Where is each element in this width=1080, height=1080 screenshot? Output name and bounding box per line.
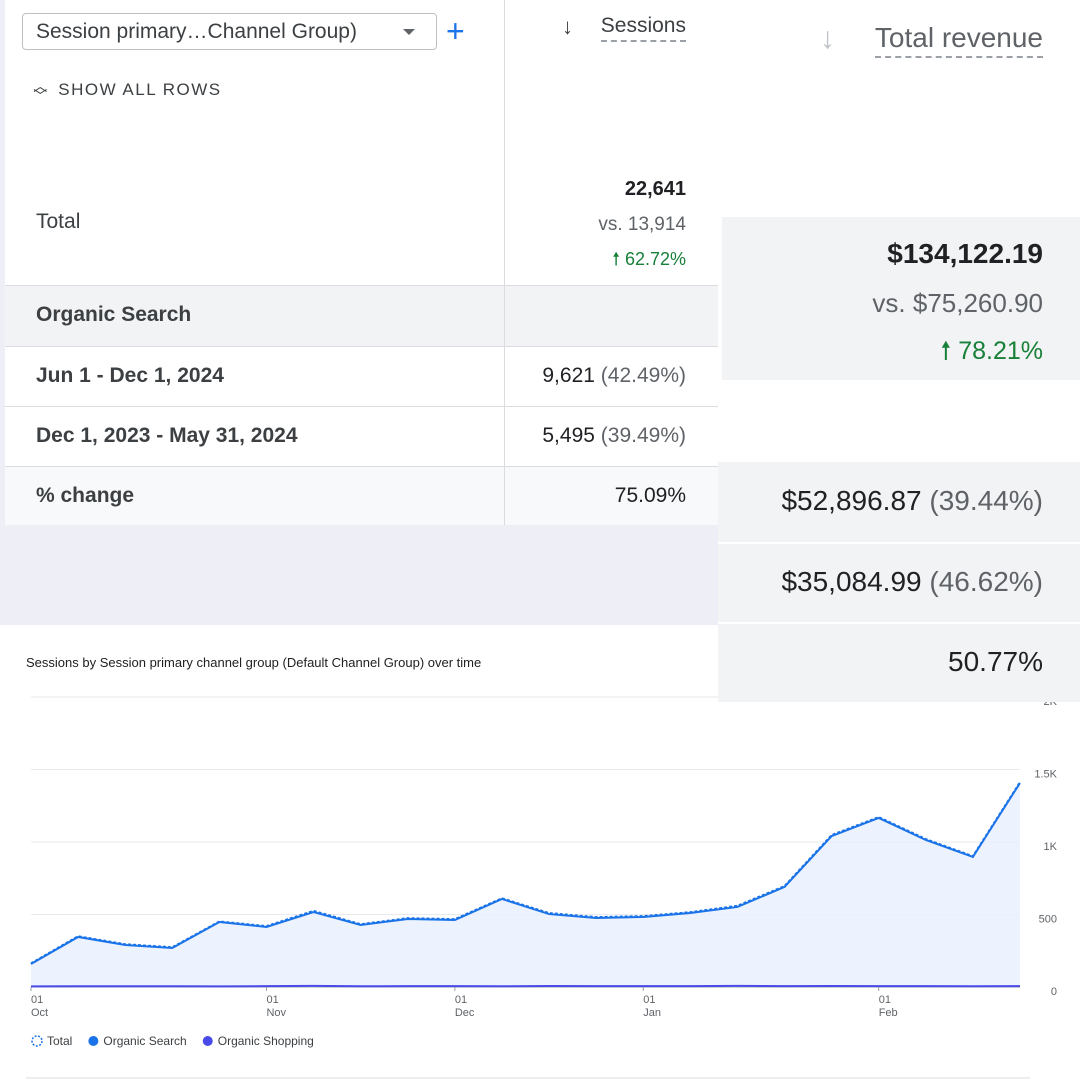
sessions-header[interactable]: Sessions xyxy=(600,14,686,42)
group-label: Organic Search xyxy=(36,303,192,326)
share: (39.49%) xyxy=(600,424,686,447)
total-label: Total xyxy=(36,210,81,233)
total-revenue: $134,122.19 xyxy=(887,238,1043,269)
row-label: % change xyxy=(36,484,135,507)
change-row xyxy=(5,466,718,525)
row-label: Jun 1 - Dec 1, 2024 xyxy=(36,364,224,387)
revenue-total-cell xyxy=(722,217,1080,380)
row-revenue: 50.77% xyxy=(948,646,1043,677)
row-sessions: 9,621 (42.49%) xyxy=(542,364,686,388)
up-arrow: 🠕 xyxy=(940,337,959,365)
legend-label: Total xyxy=(47,1034,72,1048)
row-label: Dec 1, 2023 - May 31, 2024 xyxy=(36,424,298,447)
group-row xyxy=(5,285,718,346)
legend-label: Organic Shopping xyxy=(218,1034,314,1048)
total-revenue-compare: vs. $75,260.90 xyxy=(872,288,1043,318)
share: (42.49%) xyxy=(600,364,686,387)
total-sessions: 22,641 xyxy=(624,178,686,200)
up-arrow: 🠕 xyxy=(612,249,625,269)
value: $52,896.87 xyxy=(781,485,922,516)
spacer xyxy=(0,525,718,625)
revenue-cell xyxy=(718,624,1080,702)
revenue-header[interactable]: Total revenue xyxy=(874,22,1043,58)
y-tick-label: 1.5K xyxy=(1034,769,1057,781)
y-tick-label: 1K xyxy=(1044,841,1058,853)
row-revenue: $35,084.99 (46.62%) xyxy=(781,566,1043,598)
dimension-picker[interactable]: Session primary…Channel Group) xyxy=(22,13,437,50)
row-line xyxy=(5,406,718,407)
x-tick-label: 01 Dec xyxy=(455,994,475,1019)
total-sessions-compare: vs. 13,914 xyxy=(598,214,686,235)
legend-item: Organic Shopping xyxy=(202,1034,314,1048)
revenue-cell xyxy=(718,544,1080,622)
share: (46.62%) xyxy=(929,566,1043,597)
x-tick-label: 01 Feb xyxy=(879,994,898,1019)
total-sessions-change: 🠕 62.72% xyxy=(612,247,686,277)
y-tick-label: 500 xyxy=(1039,914,1057,926)
legend-swatch xyxy=(31,1035,43,1047)
legend-label: Organic Search xyxy=(103,1034,186,1048)
show-all-rows[interactable]: ︿ ﹀ SHOW ALL ROWS xyxy=(30,77,222,104)
y-tick-label: 0 xyxy=(1051,986,1057,998)
area xyxy=(31,782,1020,987)
legend-item: Total xyxy=(31,1034,72,1048)
series-line xyxy=(30,781,1021,965)
revenue-cell xyxy=(718,462,1080,542)
divider xyxy=(504,285,505,525)
total-revenue-change: 🠕 78.21% xyxy=(941,332,1043,375)
row-revenue: $52,896.87 (39.44%) xyxy=(781,485,1043,517)
caret xyxy=(403,29,415,35)
x-tick-label: 01 Oct xyxy=(31,994,48,1019)
add-dimension[interactable]: + xyxy=(446,13,465,49)
value: 9,621 xyxy=(542,364,595,387)
value: 5,495 xyxy=(542,424,595,447)
legend-swatch xyxy=(202,1036,213,1046)
row-sessions: 5,495 (39.49%) xyxy=(542,424,686,448)
series-line xyxy=(30,984,1021,988)
chart-title: Sessions by Session primary channel grou… xyxy=(26,655,482,670)
value: $35,084.99 xyxy=(781,566,922,597)
divider xyxy=(504,0,505,525)
row-line xyxy=(5,346,718,347)
change-value: 62.72% xyxy=(624,249,686,269)
expand-icon: ︿ ﹀ xyxy=(33,77,49,104)
share: (39.44%) xyxy=(929,485,1043,516)
row-sessions: 75.09% xyxy=(614,484,686,507)
legend-item: Organic Search xyxy=(88,1034,187,1048)
sort-arrow: ↓ xyxy=(562,14,573,39)
change-value: 78.21% xyxy=(958,337,1043,365)
edge xyxy=(0,0,5,625)
x-tick-label: 01 Jan xyxy=(643,994,661,1019)
show-all-rows-label: SHOW ALL ROWS xyxy=(58,80,222,99)
picker-label: Session primary…Channel Group) xyxy=(36,20,357,43)
sort-arrow: ↓ xyxy=(820,22,835,55)
legend-swatch xyxy=(88,1036,99,1046)
x-tick-label: 01 Nov xyxy=(266,994,286,1019)
